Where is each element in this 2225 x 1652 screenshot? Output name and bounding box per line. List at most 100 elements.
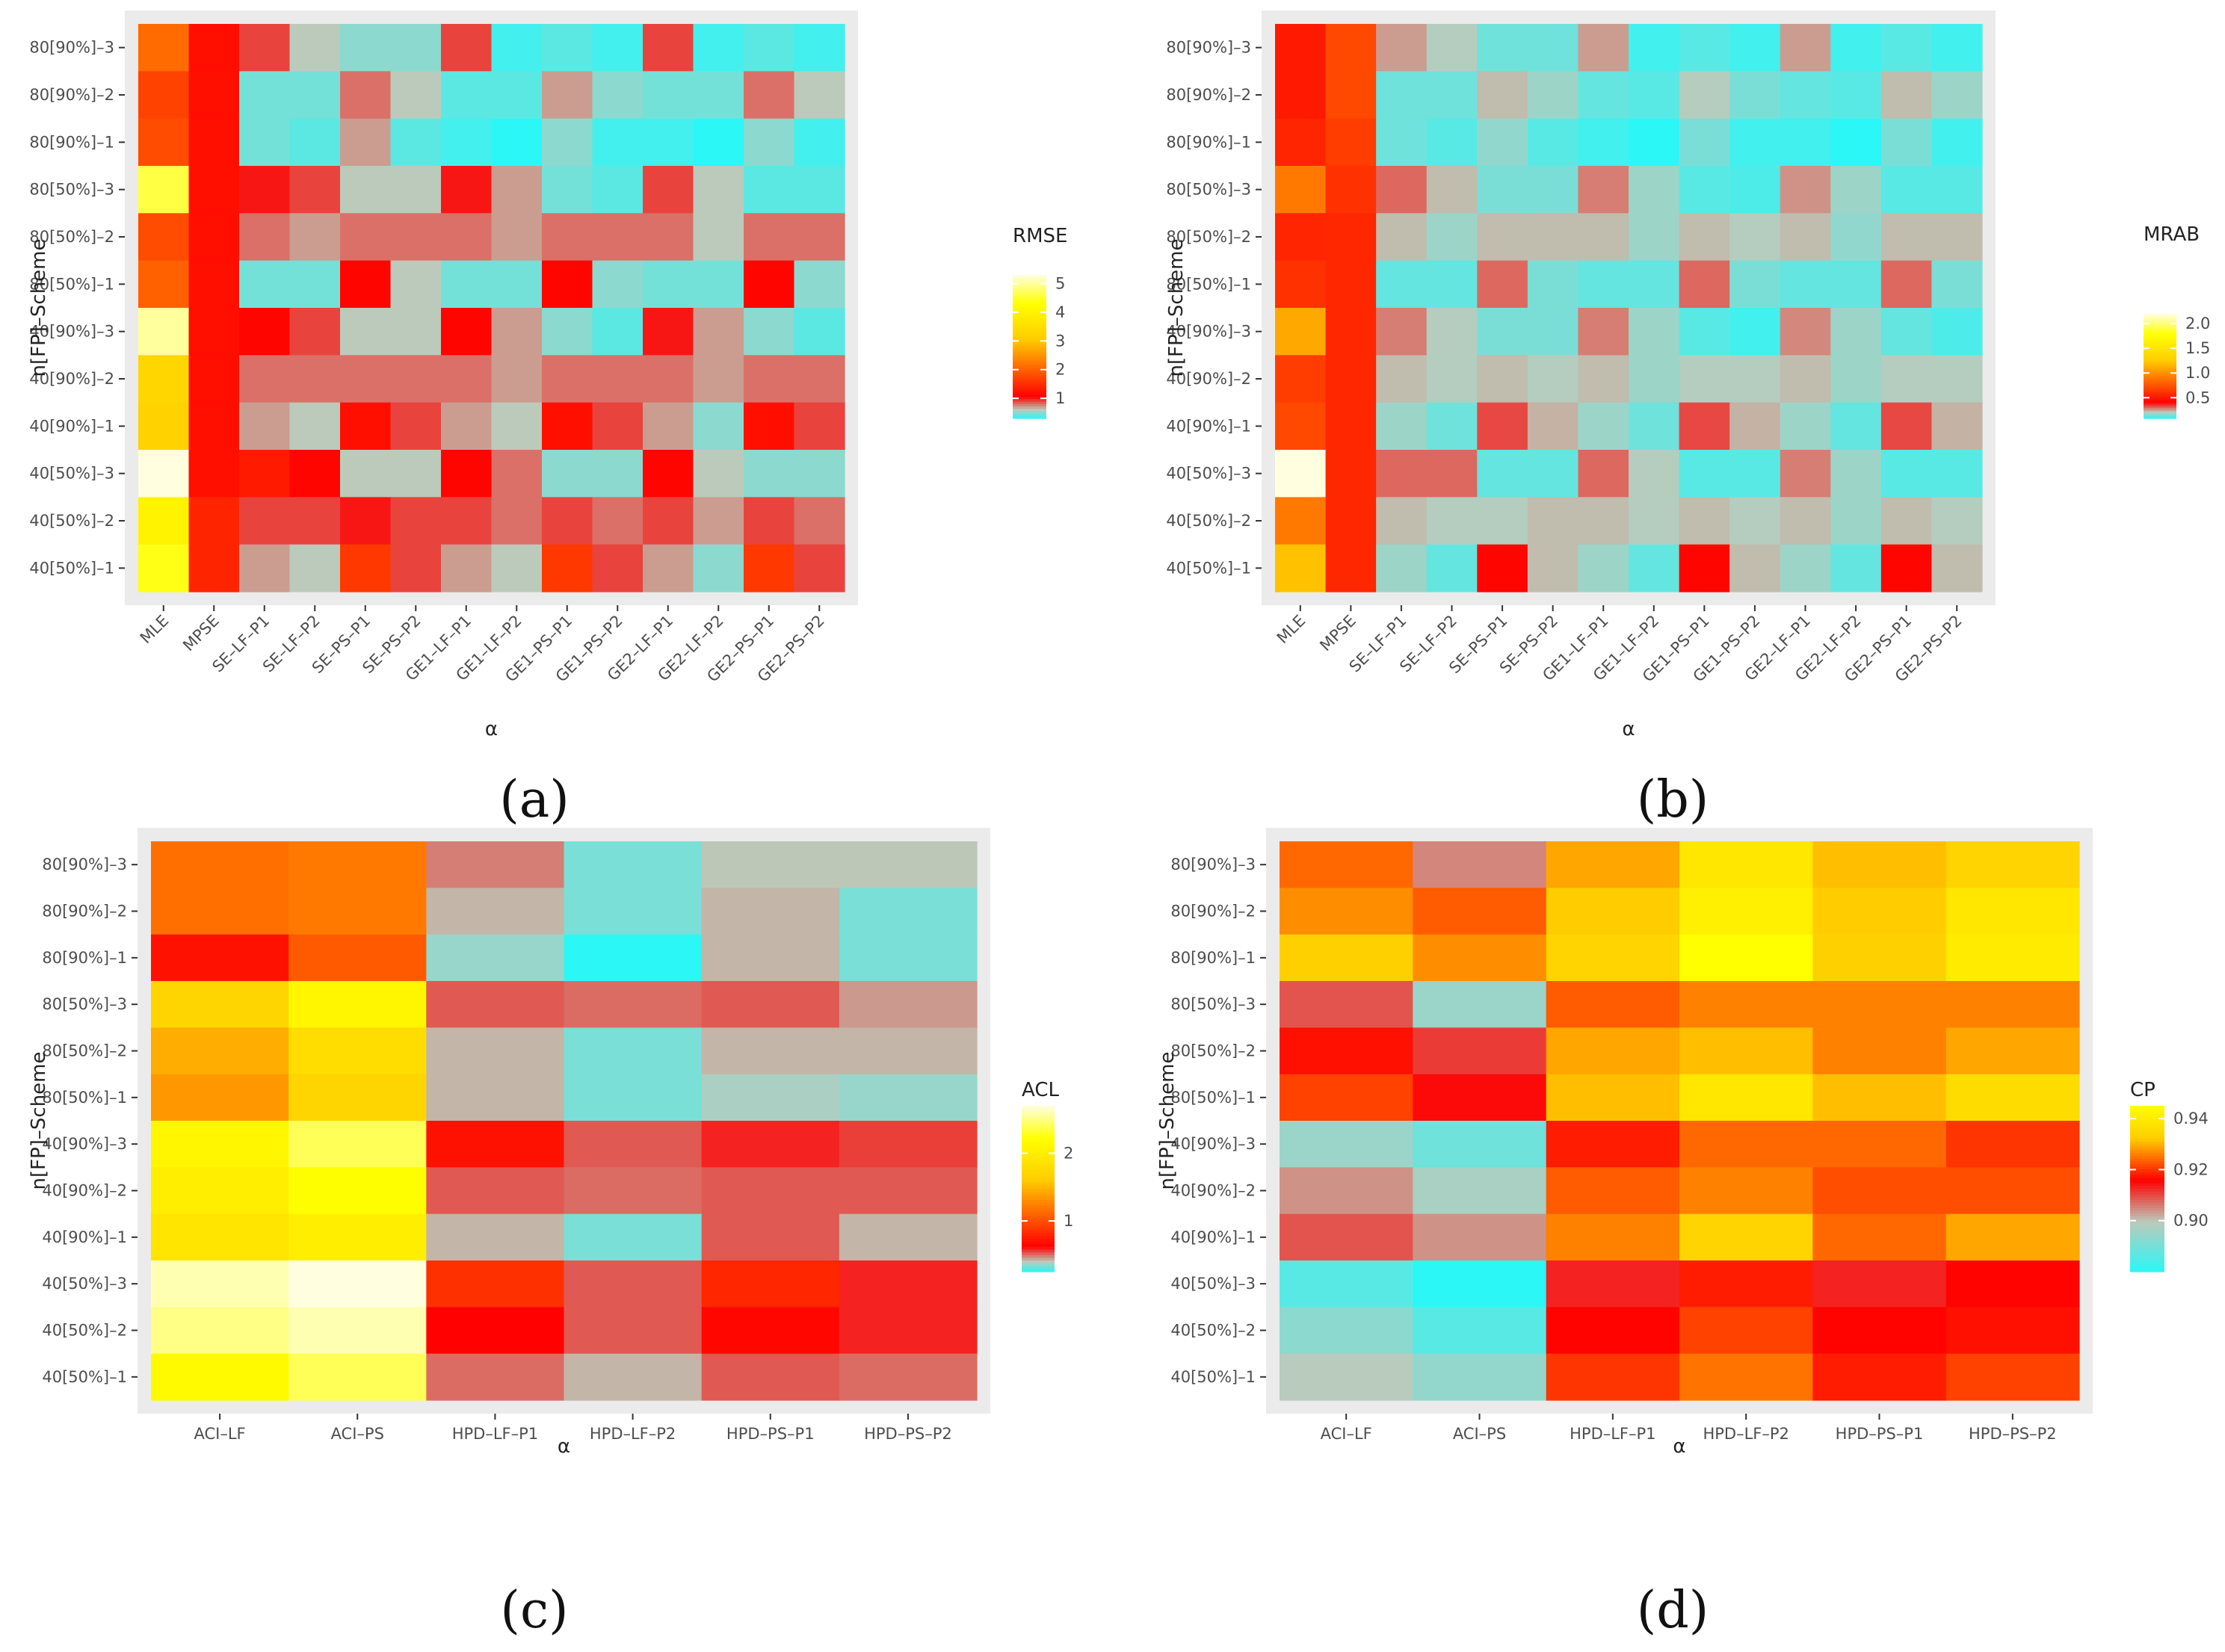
heatmap-cell [426, 1353, 565, 1401]
legend-gradient-step [1013, 323, 1046, 326]
heatmap-cell [1546, 1074, 1680, 1122]
heatmap-cell [138, 213, 190, 262]
legend-gradient-step [2144, 397, 2176, 400]
heatmap-cell [1280, 1167, 1413, 1215]
heatmap-cell [1477, 308, 1528, 356]
heatmap-cell [426, 1213, 565, 1261]
heatmap-cell [1477, 450, 1528, 498]
legend-gradient-step [1013, 351, 1046, 355]
legend-gradient-step [1022, 1255, 1055, 1259]
heatmap-cell [1780, 308, 1831, 356]
legend-gradient-step [2130, 1222, 2164, 1225]
legend-gradient-step [2144, 345, 2176, 347]
legend-gradient-step [2144, 348, 2176, 351]
heatmap-cell [239, 355, 291, 403]
legend-gradient-step [1022, 1169, 1055, 1173]
heatmap-cell [390, 402, 442, 451]
legend-gradient-step [1022, 1219, 1055, 1222]
y-tick-label: 40[50%]–3 [42, 1275, 127, 1293]
legend-gradient-step [1013, 380, 1046, 383]
legend-gradient-step [2130, 1139, 2164, 1142]
heatmap-cell [1527, 402, 1579, 451]
heatmap-cell [1280, 841, 1413, 888]
y-tick-label: 80[90%]–1 [1166, 133, 1251, 151]
legend-gradient-step [1013, 344, 1046, 347]
legend-gradient-step [2144, 371, 2176, 374]
heatmap-cell [1931, 497, 1983, 545]
heatmap-cell [839, 888, 978, 935]
heatmap-cell [1931, 260, 1983, 309]
legend-gradient-step [1022, 1213, 1055, 1217]
heatmap-cell [794, 450, 845, 498]
heatmap-cell [643, 24, 694, 72]
legend-gradient-step [2144, 394, 2176, 397]
y-tick-label: 80[50%]–1 [29, 275, 114, 293]
heatmap-cell [744, 308, 795, 356]
heatmap-cell [1426, 24, 1478, 72]
legend-gradient-step [1022, 1111, 1055, 1115]
heatmap-cell [1426, 213, 1478, 262]
y-tick-label: 80[50%]–2 [29, 228, 114, 246]
heatmap-cell [1880, 118, 1933, 167]
legend-gradient-step [1022, 1210, 1055, 1214]
heatmap-cell [701, 1167, 840, 1215]
heatmap-cell [1527, 213, 1579, 262]
y-tick-label: 40[90%]–2 [1166, 370, 1251, 388]
legend-gradient-step [1013, 335, 1046, 338]
legend-gradient-step [1013, 327, 1046, 331]
heatmap-cell [1679, 450, 1730, 498]
legend-gradient-step [1022, 1119, 1055, 1123]
legend-gradient-step [2130, 1219, 2164, 1222]
legend-gradient-step [1022, 1152, 1055, 1157]
heatmap-cell [1325, 402, 1377, 451]
legend-gradient-step [1022, 1155, 1055, 1159]
legend-gradient-step [2130, 1191, 2164, 1195]
heatmap-cell [288, 1353, 427, 1401]
heatmap-cell [643, 544, 694, 593]
heatmap-cell [1830, 118, 1882, 167]
heatmap-cell [794, 497, 845, 545]
heatmap-cell [1830, 24, 1882, 72]
legend-gradient-step [1022, 1122, 1055, 1126]
heatmap-cell [1945, 1260, 2080, 1308]
heatmap-cell [239, 71, 291, 120]
legend-gradient-step [1013, 279, 1046, 283]
legend-gradient-step [1013, 301, 1046, 304]
y-tick-label: 80[90%]–3 [42, 856, 127, 873]
heatmap-cell [542, 118, 593, 167]
heatmap-cell [441, 402, 493, 451]
legend-gradient-step [2130, 1150, 2164, 1154]
legend-tick-label: 0.5 [2185, 389, 2210, 406]
heatmap-cell [643, 166, 694, 214]
legend-gradient-step [1013, 395, 1046, 397]
heatmap-cell [151, 1307, 289, 1355]
legend-gradient-step [2144, 327, 2176, 330]
heatmap-cell [289, 71, 341, 120]
heatmap-cell [1527, 24, 1579, 72]
x-axis-title: α [558, 1435, 570, 1458]
heatmap-cell [701, 1074, 840, 1122]
legend-tick-label: 5 [1055, 275, 1065, 293]
heatmap-cell [1780, 71, 1831, 120]
heatmap-cell [1477, 544, 1528, 593]
heatmap-cell [1376, 24, 1428, 72]
heatmap-cell [1945, 934, 2080, 982]
legend-gradient-step [2130, 1180, 2164, 1184]
x-tick-label: MPSE [1316, 612, 1360, 655]
heatmap-cell [1413, 1167, 1547, 1215]
legend-gradient-step [1022, 1199, 1055, 1204]
heatmap-cell [839, 1353, 978, 1401]
heatmap-cell [693, 544, 744, 593]
legend-gradient-step [1022, 1197, 1055, 1201]
heatmap-cell [1578, 544, 1629, 593]
legend-gradient-step [2144, 411, 2176, 414]
heatmap-cell [340, 544, 392, 593]
heatmap-cell [1426, 355, 1478, 403]
heatmap-cell [1880, 213, 1933, 262]
heatmap-cell [643, 260, 694, 309]
heatmap-cell [151, 1260, 289, 1308]
legend-gradient-step [2144, 387, 2176, 389]
legend-gradient-step [1013, 282, 1046, 285]
legend-gradient-step [2144, 332, 2176, 335]
heatmap-cell [138, 24, 190, 72]
